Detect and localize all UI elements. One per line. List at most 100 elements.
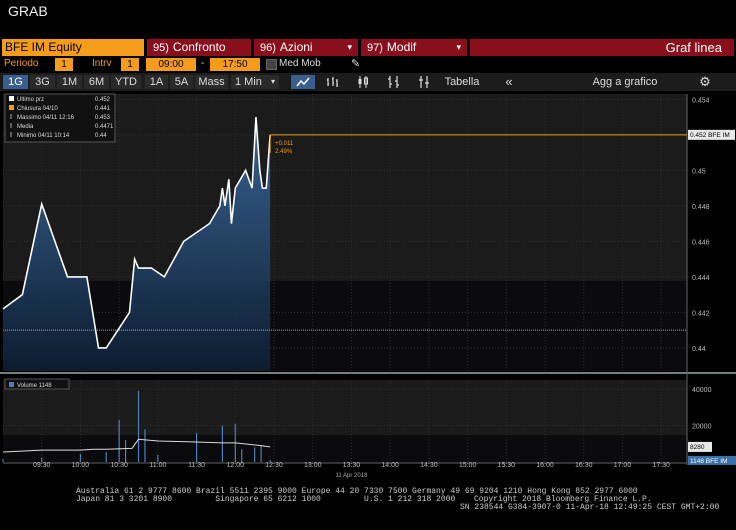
x-tick-label: 12:30	[265, 462, 283, 469]
legend-value: 0.44	[95, 133, 107, 139]
volume-last-tag: 1148 BFE IM	[690, 458, 727, 465]
footer-phones: Australia 61 2 9777 8600 Brazil 5511 239…	[76, 487, 638, 496]
actions-button-number: 96)	[260, 42, 276, 54]
end-time-input[interactable]: 17:50	[210, 58, 260, 71]
volume-legend-swatch	[9, 382, 14, 387]
pencil-icon[interactable]: ✎	[351, 58, 361, 70]
range-6m-button[interactable]: 6M	[84, 75, 109, 89]
legend-value: 0.453	[95, 115, 111, 121]
legend-label: Media	[17, 124, 34, 130]
footer-phones-2: Japan 81 3 3201 8900 Singapore 65 6212 1…	[76, 495, 456, 504]
x-tick-label: 15:30	[498, 462, 516, 469]
edit-button[interactable]: 97) Modif ▾	[361, 39, 467, 56]
footer: Australia 61 2 9777 8600 Brazil 5511 239…	[0, 487, 736, 530]
date-label: 11 Apr 2018	[335, 473, 368, 479]
volume-avg-tag-bg	[688, 441, 712, 452]
x-tick-label: 17:00	[614, 462, 632, 469]
legend-label: Ultimo prz	[17, 97, 44, 103]
x-tick-label: 16:30	[575, 462, 593, 469]
bar-chart-icon[interactable]	[321, 74, 345, 90]
y-tick-label: 0.444	[692, 275, 710, 282]
range-ytd-button[interactable]: YTD	[111, 75, 141, 89]
range-1m-button[interactable]: 1M	[57, 75, 82, 89]
compare-button-number: 95)	[153, 42, 169, 54]
y-tick-label: 0.442	[692, 310, 710, 317]
price-chart[interactable]: +0.011 2.49% 0.454 0.452 0.45 0.448 0.446 0.44…	[0, 92, 736, 487]
double-chevron-left-icon[interactable]: «	[505, 74, 513, 89]
legend-value: 0.441	[95, 106, 111, 112]
range-5a-button[interactable]: 5A	[170, 75, 193, 89]
legend-value: 0.4471	[95, 124, 114, 130]
ohlc-icon[interactable]	[382, 74, 406, 90]
x-tick-label: 13:00	[304, 462, 322, 469]
y-tick-label: 0.448	[692, 204, 710, 211]
volume-tick-label: 40000	[692, 387, 712, 394]
price-area-fill	[3, 117, 271, 371]
volume-avg-tag: 8280	[690, 444, 705, 451]
moving-average-label: Med Mob	[279, 58, 321, 69]
change-absolute: +0.011	[275, 141, 294, 147]
x-tick-label: 13:30	[343, 462, 361, 469]
legend-swatch	[9, 105, 14, 110]
legend-label: Minimo 04/11 10:14	[17, 133, 70, 139]
volume-last-tag-bg	[688, 455, 736, 465]
footer-copyright: Copyright 2018 Bloomberg Finance L.P.	[474, 495, 652, 504]
range-1g-button[interactable]: 1G	[3, 75, 28, 89]
interval-input[interactable]: 1	[121, 58, 139, 71]
legend-box	[4, 93, 116, 143]
legend-label: Chiusura 04/10	[17, 106, 58, 112]
compare-button-label: Confronto	[172, 40, 226, 54]
volume-tick-label: 20000	[692, 424, 712, 431]
range-max-button[interactable]: Mass	[195, 75, 228, 89]
moving-average-checkbox[interactable]	[266, 59, 277, 70]
period-label: Periodo	[4, 58, 39, 69]
range-1a-button[interactable]: 1A	[145, 75, 168, 89]
actions-button-label: Azioni	[279, 40, 313, 54]
x-tick-label: 11:00	[149, 462, 166, 469]
x-tick-label: 14:00	[381, 462, 399, 469]
y-tick-label: 0.45	[692, 168, 706, 175]
x-tick-label: 15:00	[459, 462, 477, 469]
y-tick-label: 0.454	[692, 97, 710, 104]
candlestick-icon[interactable]	[352, 74, 376, 90]
volume-average-line	[2, 438, 271, 453]
volume-bars	[2, 390, 271, 462]
legend-swatch	[9, 96, 14, 101]
last-price-tag: 0.452 BFE IM	[690, 132, 730, 139]
chevron-down-icon: ▾	[270, 77, 275, 86]
change-percent: 2.49%	[275, 149, 293, 155]
footer-serial: SN 238544 G384-3907-0 11-Apr-18 12:49:25…	[460, 503, 720, 512]
start-time-input[interactable]: 09:00	[146, 58, 196, 71]
window-title: GRAB	[8, 3, 48, 19]
interval-select-value: 1 Min	[235, 76, 262, 88]
chart-options-icon[interactable]	[412, 74, 436, 90]
edit-button-label: Modif	[386, 40, 417, 54]
gear-icon[interactable]: ⚙	[699, 74, 711, 89]
volume-legend-box	[4, 378, 70, 390]
compare-button[interactable]: 95) Confronto	[147, 39, 251, 56]
last-price-tag-bg	[688, 129, 735, 140]
axes: 0.454 0.452 0.45 0.448 0.446 0.444 0.442 0.44 40…	[33, 97, 736, 479]
price-area	[3, 117, 271, 371]
x-tick-label: 14:30	[420, 462, 438, 469]
legend-value: 0.452	[95, 97, 111, 103]
actions-button[interactable]: 96) Azioni ▾	[254, 39, 358, 56]
x-tick-label: 09:30	[33, 462, 51, 469]
y-tick-label: 0.44	[692, 346, 706, 353]
chevron-down-icon: ▾	[347, 42, 352, 52]
ticker-field[interactable]: BFE IM Equity	[2, 39, 144, 56]
interval-select[interactable]: 1 Min ▾	[231, 75, 279, 89]
period-bar: Periodo Intrv - Med Mob ✎	[0, 57, 736, 72]
edit-button-number: 97)	[367, 42, 383, 54]
range-3g-button[interactable]: 3G	[30, 75, 55, 89]
line-chart-icon[interactable]	[291, 75, 315, 89]
volume-panel-lower-bg	[3, 435, 687, 462]
price-line: +0.011 2.49%	[2, 117, 687, 349]
x-tick-label: 12:00	[227, 462, 245, 469]
table-button[interactable]: Tabella	[444, 76, 480, 88]
x-tick-label: 16:00	[536, 462, 554, 469]
chart-type-label[interactable]: Graf linea	[470, 39, 734, 56]
period-input[interactable]: 1	[55, 58, 73, 71]
add-to-chart-button[interactable]: Agg a grafico	[592, 76, 658, 88]
chevron-down-icon: ▾	[456, 42, 461, 52]
